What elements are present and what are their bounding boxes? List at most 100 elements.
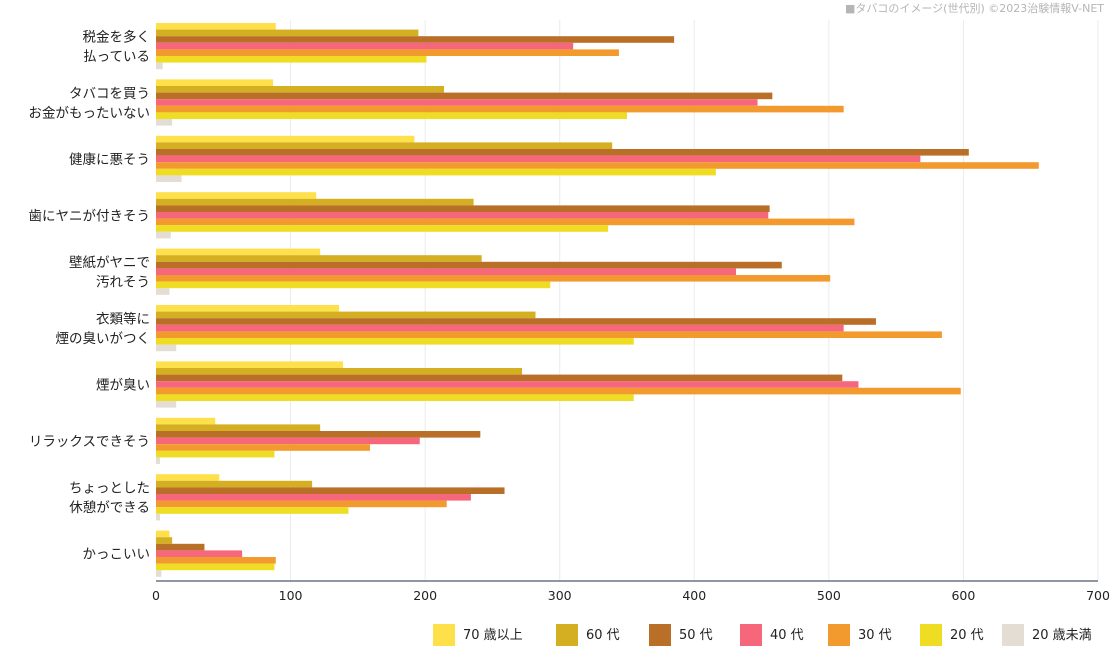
bar (156, 155, 921, 163)
bar (156, 474, 220, 481)
category-label: 健康に悪そう (69, 151, 150, 168)
bar (156, 218, 855, 226)
bar (156, 361, 344, 368)
bar (156, 487, 505, 494)
bar (156, 401, 177, 408)
bar (156, 543, 205, 551)
bar (156, 507, 349, 514)
legend-swatch (1002, 624, 1024, 646)
bar (156, 205, 770, 212)
bar (156, 324, 844, 332)
x-axis: 0 100 200 300 400 500 600 700 (152, 580, 1110, 603)
legend-label: 30 代 (858, 628, 892, 643)
bar (156, 49, 619, 56)
bar (156, 450, 275, 458)
bar (156, 537, 173, 544)
legend: 70 歳以上 60 代 50 代 40 代 30 代 20 代 20 歳未満 (433, 624, 1092, 646)
legend-swatch (920, 624, 942, 646)
bar (156, 142, 613, 149)
category-label: 煙の臭いがつく (56, 331, 151, 347)
bar (156, 175, 182, 182)
bar (156, 231, 171, 239)
legend-label: 60 代 (586, 628, 620, 643)
bar (156, 79, 274, 86)
bar (156, 275, 831, 282)
bar (156, 119, 173, 126)
bar (156, 192, 317, 199)
bar (156, 255, 482, 262)
bar (156, 281, 551, 289)
bar (156, 417, 216, 425)
bar (156, 513, 161, 521)
bar (156, 318, 876, 325)
bar (156, 500, 447, 508)
bar (156, 431, 481, 438)
legend-swatch (649, 624, 671, 646)
category-label: お金がもったいない (29, 105, 151, 121)
x-tick-label: 400 (682, 588, 706, 603)
bar (156, 105, 844, 113)
bar (156, 424, 321, 431)
category-label: かっこいい (83, 547, 151, 563)
category-label: 歯にヤニが付きそう (29, 208, 151, 224)
category-label: 休憩ができる (69, 499, 150, 516)
bar (156, 387, 961, 395)
bars-group (156, 23, 1039, 577)
bar (156, 42, 574, 50)
bar (156, 331, 942, 338)
bar (156, 557, 276, 564)
bar (156, 62, 163, 70)
bar (156, 268, 737, 275)
category-label: 煙が臭い (96, 378, 150, 394)
category-label: 衣類等に (96, 310, 150, 327)
x-tick-label: 500 (817, 588, 841, 603)
x-tick-label: 600 (951, 588, 975, 603)
legend-swatch (828, 624, 850, 646)
bar (156, 381, 859, 388)
bar (156, 112, 627, 119)
bar (156, 480, 313, 488)
legend-label: 20 代 (950, 628, 984, 643)
category-labels: 税金を多く払っているタバコを買うお金がもったいない健康に悪そう歯にヤニが付きそう… (29, 28, 151, 562)
legend-swatch (740, 624, 762, 646)
bar (156, 494, 471, 501)
legend-swatch (433, 624, 455, 646)
legend-label: 50 代 (679, 628, 713, 643)
bar (156, 338, 634, 345)
bar (156, 36, 675, 43)
bar (156, 92, 773, 100)
legend-label: 70 歳以上 (463, 628, 523, 643)
x-tick-label: 100 (279, 588, 303, 603)
x-tick-label: 200 (413, 588, 437, 603)
bar (156, 225, 609, 232)
bar (156, 288, 170, 295)
bar (156, 248, 321, 256)
category-label: リラックスできそう (29, 434, 150, 450)
bar (156, 344, 177, 352)
bar (156, 368, 523, 375)
bar (156, 212, 769, 219)
bar (156, 305, 340, 312)
bar (156, 135, 415, 143)
legend-swatch (556, 624, 578, 646)
bar (156, 29, 419, 37)
bar (156, 168, 716, 176)
bar (156, 394, 634, 401)
bar (156, 550, 243, 557)
bar (156, 563, 275, 571)
bar (156, 457, 161, 464)
bar (156, 99, 758, 106)
category-label: タバコを買う (69, 86, 150, 102)
category-label: 税金を多く (83, 28, 151, 45)
x-tick-label: 300 (548, 588, 572, 603)
category-label: 汚れそう (96, 274, 150, 290)
category-label: 壁紙がヤニで (69, 255, 150, 271)
bar (156, 311, 536, 319)
legend-label: 40 代 (770, 628, 804, 643)
bar (156, 261, 782, 269)
x-tick-label: 0 (152, 588, 160, 603)
bar (156, 374, 843, 382)
category-label: ちょっとした (69, 481, 150, 497)
bar (156, 444, 370, 451)
